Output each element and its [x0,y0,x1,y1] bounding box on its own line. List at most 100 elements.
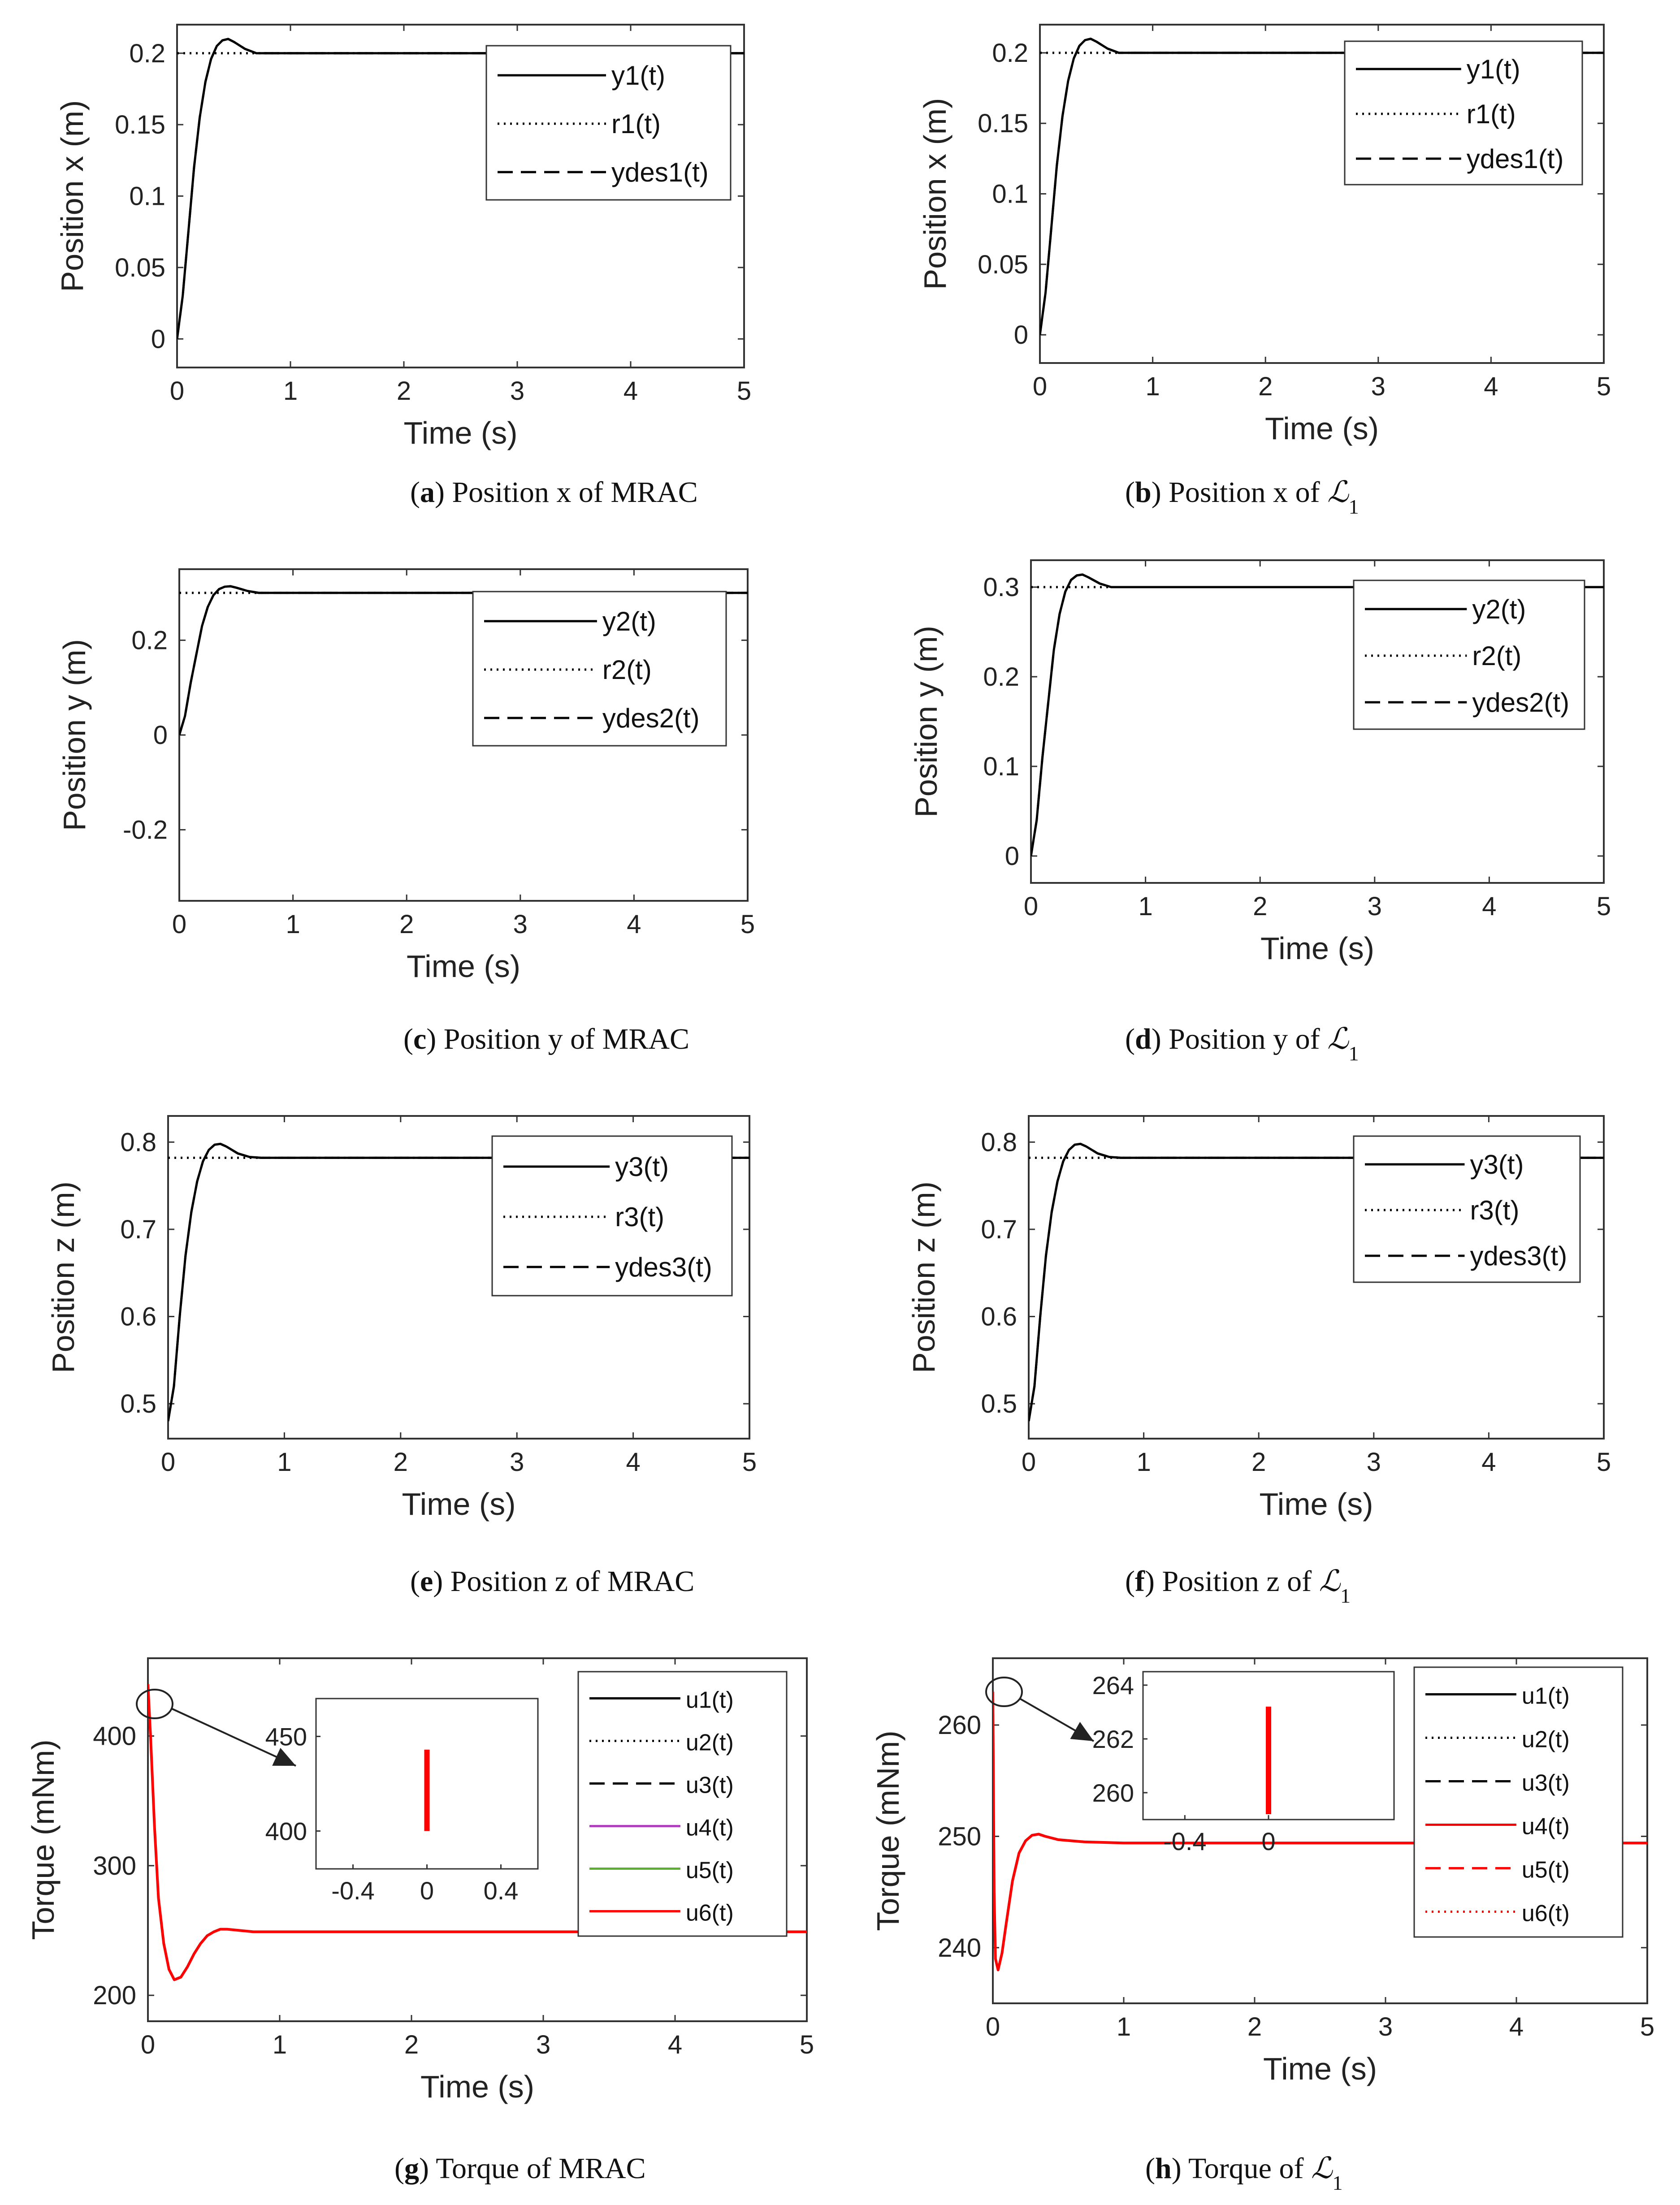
legend-label: ydes3(t) [1470,1241,1567,1271]
x-axis-label: Time (s) [1263,2051,1377,2086]
y-axis-label: Position z (m) [46,1181,81,1373]
x-tick-label: 0 [986,2012,1000,2041]
x-tick-label: 3 [1371,372,1386,401]
x-tick-label: 3 [1368,892,1382,921]
x-tick-label: 3 [513,910,528,939]
series-line-ydes3t [168,1142,749,1422]
x-tick-label: 3 [510,376,524,406]
legend-label: y1(t) [611,61,665,91]
panel-caption: (c) Position y of MRAC [403,1023,689,1055]
x-tick-label: 4 [627,910,641,939]
y-axis-label: Position x (m) [918,98,953,290]
y-tick-label: 0.05 [978,250,1028,279]
y-axis-label: Position y (m) [57,639,92,831]
x-tick-label: 0 [170,376,184,406]
x-tick-label: 5 [800,2030,814,2059]
x-tick-label: 0 [1022,1448,1036,1477]
x-tick-label: 2 [1251,1448,1266,1477]
x-tick-label: 3 [510,1448,524,1477]
x-tick-label: 1 [1138,892,1152,921]
x-axis-label: Time (s) [1259,1487,1373,1522]
y-tick-label: 0.05 [115,253,165,282]
zoom-arrow-line [171,1708,296,1767]
x-axis-label: Time (s) [1260,931,1374,966]
series-line-ydes2t [179,585,748,735]
legend-box [1344,40,1583,186]
chart-panel-f: 0 1 2 3 4 5 0.5 0.6 0.7 0.8 Time (s) Position z (m)… [906,1115,1611,1607]
legend-label: y3(t) [1470,1150,1524,1180]
legend-label: r1(t) [1467,99,1516,129]
x-tick-label: 4 [1484,372,1498,401]
x-tick-label: 1 [1117,2012,1131,2041]
chart-panel-b: 0 1 2 3 4 5 0 0.05 0.1 0.15 0.2 Time (s) Position x … [918,24,1611,518]
inset-y-tick-label: 260 [1092,1779,1134,1807]
x-tick-label: 3 [1378,2012,1393,2041]
legend-box [1353,579,1585,730]
legend-box [1413,1666,1624,1938]
y-tick-label: 400 [93,1722,136,1751]
y-tick-label: 300 [93,1851,136,1881]
chart-panel-e: 0 1 2 3 4 5 0.5 0.6 0.7 0.8 Time (s) Position z (m)… [46,1115,757,1598]
legend-label: u5(t) [1522,1857,1570,1883]
y-tick-label: 0.5 [981,1389,1017,1418]
x-tick-label: 0 [1024,892,1038,921]
y-tick-label: 0.2 [992,39,1028,68]
x-tick-label: 1 [283,376,298,406]
legend-label: r2(t) [1472,641,1521,671]
inset-x-tick-label: -0.4 [331,1876,375,1905]
legend-box [577,1671,788,1937]
legend-label: y2(t) [602,606,656,636]
series-line-u4t [993,1691,1647,1972]
panel-caption: (b) Position x of ℒ1 [1125,476,1359,518]
legend-label: r1(t) [611,109,661,139]
x-tick-label: 5 [1640,2012,1654,2041]
x-tick-label: 2 [1258,372,1273,401]
x-tick-label: 0 [1033,372,1047,401]
inset-x-tick-label: -0.4 [1163,1827,1207,1855]
zoom-arrow-head [272,1747,296,1766]
zoom-arrow-head [1070,1721,1094,1741]
x-axis-label: Time (s) [402,1487,515,1522]
y-axis-label: Position z (m) [906,1181,941,1373]
y-tick-label: 0.2 [129,39,165,68]
legend-label: u6(t) [686,1900,734,1926]
x-tick-label: 2 [397,376,411,406]
panel-caption: (a) Position x of MRAC [410,476,698,509]
y-tick-label: 0.1 [983,752,1019,781]
x-tick-label: 5 [742,1448,757,1477]
y-tick-label: -0.2 [123,815,168,844]
inset-x-tick-label: 0 [1261,1827,1275,1855]
legend-label: u1(t) [1522,1683,1570,1709]
y-axis-label: Torque (mNm) [870,1730,905,1931]
chart-panel-g: 0 1 2 3 4 5 200 300 400 Time (s) Torque (mNm) u1(t)… [26,1657,814,2185]
x-tick-label: 2 [399,910,414,939]
x-tick-label: 1 [286,910,300,939]
legend-label: u2(t) [1522,1727,1570,1753]
legend-label: ydes1(t) [611,157,709,187]
x-tick-label: 4 [1481,1448,1496,1477]
x-tick-label: 4 [1482,892,1496,921]
legend-label: u2(t) [686,1730,734,1756]
x-tick-label: 1 [277,1448,291,1477]
legend-label: y2(t) [1472,594,1526,624]
y-axis-label: Torque (mNm) [26,1739,61,1940]
legend-label: y3(t) [615,1152,669,1182]
legend-label: y1(t) [1467,54,1520,84]
y-tick-label: 0.15 [978,109,1028,138]
y-axis-label: Position y (m) [909,626,944,817]
legend-label: ydes2(t) [1472,687,1569,718]
y-tick-label: 0.2 [983,662,1019,692]
y-tick-label: 260 [938,1711,981,1740]
inset-x-tick-label: 0.4 [484,1876,519,1905]
y-tick-label: 0.15 [115,110,165,139]
y-tick-label: 0 [151,324,165,354]
series-line-ydes1t [177,38,744,339]
panel-caption: (d) Position y of ℒ1 [1125,1023,1359,1065]
y-tick-label: 0.8 [981,1128,1017,1157]
x-tick-label: 0 [161,1448,175,1477]
y-tick-label: 0.3 [983,573,1019,602]
legend-label: u6(t) [1522,1901,1570,1927]
x-tick-label: 5 [737,376,751,406]
y-tick-label: 0.6 [981,1302,1017,1332]
